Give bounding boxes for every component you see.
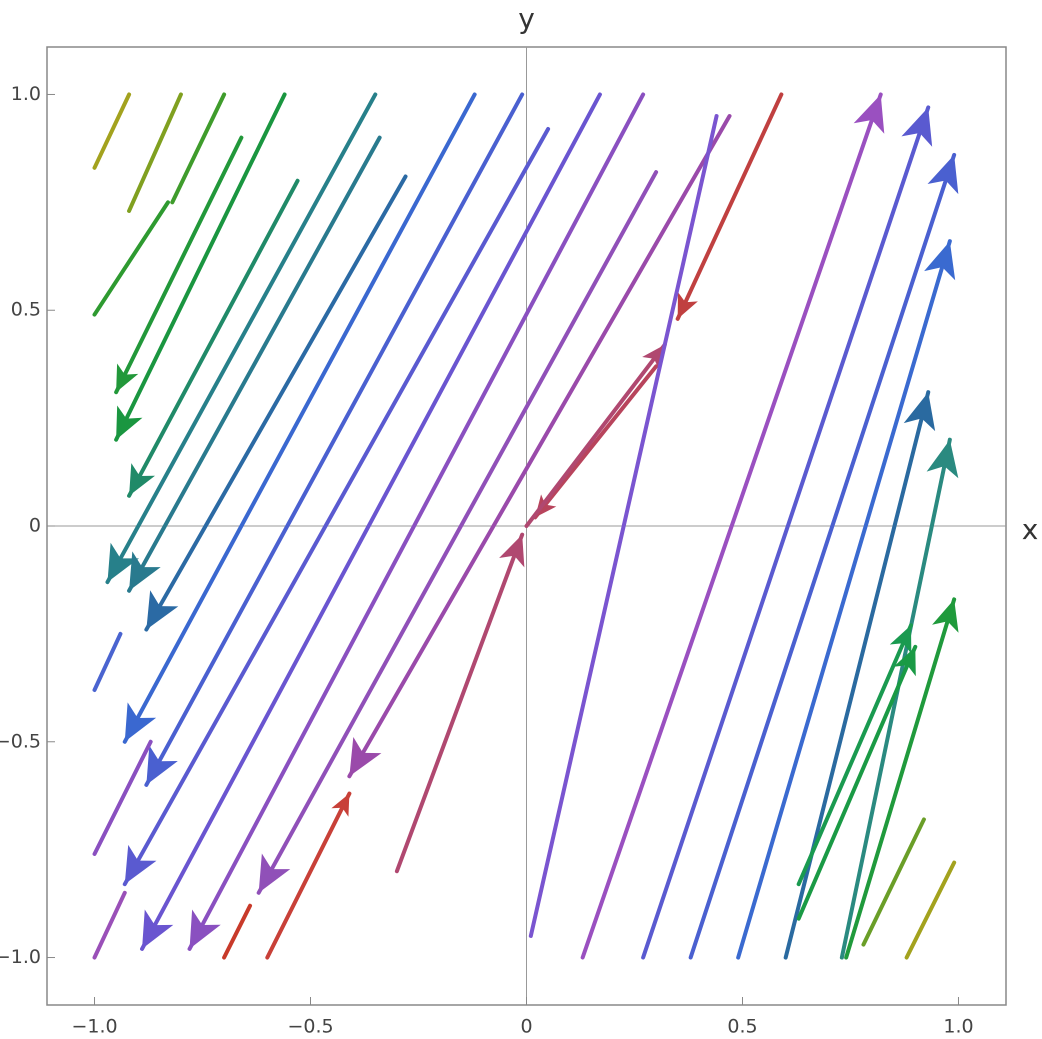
streamline	[92, 92, 132, 170]
streamline	[92, 200, 170, 317]
arrowhead	[927, 154, 959, 195]
streamline	[796, 623, 913, 887]
streamline	[114, 135, 244, 395]
y-tick-label: 1.0	[11, 83, 41, 105]
x-tick-label: −1.0	[71, 1016, 117, 1038]
arrowhead	[124, 702, 157, 742]
streamline	[92, 631, 123, 692]
arrowhead	[901, 107, 933, 147]
arrowhead	[677, 292, 698, 319]
streamline	[904, 860, 957, 960]
streamline	[170, 92, 227, 205]
streamline	[127, 178, 300, 498]
streamline	[105, 92, 378, 585]
streamline	[265, 791, 352, 960]
streamline	[394, 532, 525, 874]
streamline	[144, 174, 408, 632]
streamline	[347, 114, 732, 779]
streamline	[533, 364, 659, 520]
arrowhead	[499, 534, 525, 568]
streamline	[144, 92, 525, 787]
arrowhead	[853, 94, 885, 134]
streamline	[528, 114, 719, 938]
arrowhead	[124, 844, 157, 885]
arrowhead	[116, 405, 143, 440]
streamline	[796, 644, 918, 921]
arrowhead	[926, 439, 959, 479]
y-axis-label: y	[518, 2, 535, 35]
streamline	[92, 890, 127, 960]
streamline	[122, 126, 551, 887]
streamline	[256, 170, 659, 895]
streamline	[140, 92, 602, 951]
arrowhead	[189, 909, 221, 949]
x-tick-label: 1.0	[943, 1016, 973, 1038]
streamline	[736, 239, 952, 960]
y-tick-label: −0.5	[0, 730, 41, 752]
streamline	[641, 105, 931, 960]
streamline	[783, 390, 931, 960]
x-axis-label: x	[1022, 513, 1039, 546]
arrowhead	[146, 745, 178, 785]
arrowhead	[924, 241, 956, 281]
streamline	[187, 92, 646, 951]
y-tick-label: −1.0	[0, 946, 41, 968]
arrowhead	[889, 625, 912, 654]
arrowhead	[932, 599, 959, 633]
arrowhead	[129, 463, 156, 496]
streamline	[839, 437, 952, 960]
arrowhead	[893, 646, 916, 677]
y-tick-label: 0	[29, 515, 41, 537]
streamline	[127, 135, 382, 593]
arrowhead	[146, 590, 179, 630]
arrowhead	[116, 363, 139, 393]
streamline	[222, 903, 253, 960]
streamline	[92, 739, 153, 856]
streamline	[844, 597, 957, 960]
streamline	[524, 342, 667, 528]
arrowhead	[349, 737, 382, 777]
x-tick-label: 0	[520, 1016, 532, 1038]
x-tick-label: 0.5	[727, 1016, 757, 1038]
streamline	[122, 92, 477, 744]
x-tick-label: −0.5	[287, 1016, 333, 1038]
streamline	[580, 92, 883, 960]
streamline	[127, 92, 183, 213]
streamline	[114, 92, 287, 442]
arrowhead	[331, 793, 350, 817]
streamline	[675, 92, 784, 321]
y-tick-label: 0.5	[11, 299, 41, 321]
arrowhead	[129, 551, 161, 591]
streamline	[861, 817, 926, 947]
arrowhead	[258, 853, 291, 893]
arrowhead	[535, 494, 557, 518]
arrowhead	[142, 909, 174, 949]
streamline	[688, 152, 957, 960]
arrowhead	[903, 392, 936, 432]
arrowhead	[107, 542, 140, 583]
